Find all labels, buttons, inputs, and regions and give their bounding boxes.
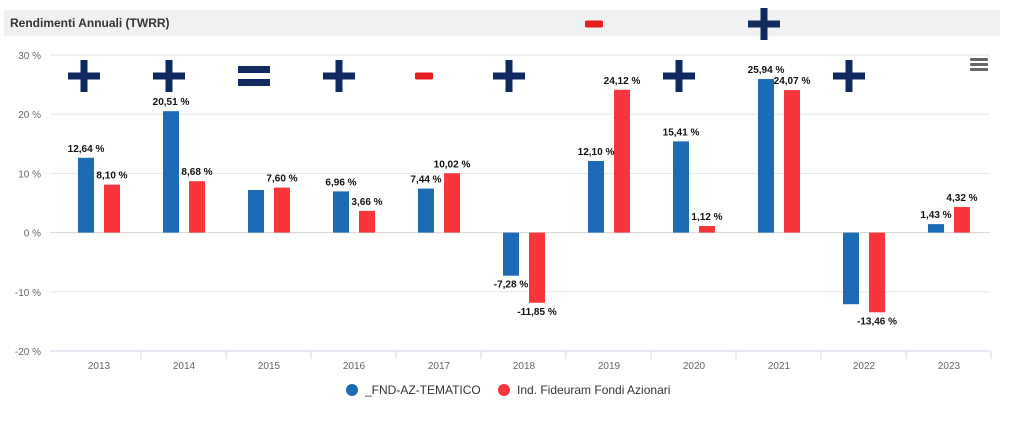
- minus-bar: [585, 20, 603, 28]
- bar[interactable]: [333, 191, 349, 233]
- plus-bar-v: [335, 60, 343, 92]
- data-label: 15,41 %: [663, 127, 700, 138]
- data-label: 7,60 %: [266, 174, 297, 185]
- bar[interactable]: [444, 173, 460, 233]
- bar[interactable]: [274, 187, 290, 233]
- legend-dot: [498, 384, 510, 396]
- x-tick-label: 2019: [598, 361, 621, 372]
- bar[interactable]: [843, 232, 859, 305]
- data-label: 1,12 %: [691, 212, 722, 223]
- y-tick-label: -20 %: [15, 347, 41, 358]
- plus-bar-v: [845, 60, 853, 92]
- bar[interactable]: [954, 207, 970, 233]
- data-label: 8,68 %: [181, 167, 212, 178]
- bar[interactable]: [784, 90, 800, 233]
- plus-symbol: [493, 60, 525, 92]
- y-tick-label: -10 %: [15, 288, 41, 299]
- data-label: -7,28 %: [494, 280, 529, 291]
- y-tick-label: 0 %: [24, 229, 41, 240]
- menu-line: [970, 68, 988, 71]
- minus-bar: [415, 72, 433, 80]
- x-tick-label: 2015: [258, 361, 281, 372]
- legend-item-series-1[interactable]: _FND-AZ-TEMATICO: [346, 383, 481, 397]
- legend-item-series-2[interactable]: Ind. Fideuram Fondi Azionari: [498, 383, 670, 397]
- x-tick-label: 2022: [853, 361, 876, 372]
- equals-symbol: [238, 66, 270, 86]
- y-tick-label: 20 %: [18, 110, 41, 121]
- x-tick-label: 2017: [428, 361, 451, 372]
- bar[interactable]: [529, 232, 545, 303]
- data-label: 10,02 %: [434, 159, 471, 170]
- y-tick-label: 30 %: [18, 51, 41, 62]
- data-label: 20,51 %: [153, 97, 190, 108]
- x-tick-label: 2021: [768, 361, 791, 372]
- data-label: 12,10 %: [578, 147, 615, 158]
- bars: [78, 79, 970, 313]
- plus-symbol: [833, 60, 865, 92]
- y-axis: 30 % 20 % 10 % 0 % -10 % -20 %: [15, 51, 41, 358]
- plus-symbol: [68, 60, 100, 92]
- x-tick-label: 2018: [513, 361, 536, 372]
- chart-title: Rendimenti Annuali (TWRR): [10, 16, 170, 30]
- data-label: 25,94 %: [748, 65, 785, 76]
- minus-symbol: [415, 72, 433, 80]
- data-label: -11,85 %: [517, 307, 557, 318]
- x-tick-label: 2023: [938, 361, 961, 372]
- bar[interactable]: [189, 181, 205, 233]
- plus-bar-v: [80, 60, 88, 92]
- plus-symbol: [663, 60, 695, 92]
- equals-bar: [238, 66, 270, 73]
- equals-bar: [238, 79, 270, 86]
- data-label: 24,12 %: [604, 76, 641, 87]
- bar[interactable]: [614, 89, 630, 233]
- bar[interactable]: [869, 232, 885, 313]
- plus-symbol: [748, 8, 780, 40]
- data-label: 8,10 %: [96, 171, 127, 182]
- plus-bar-v: [675, 60, 683, 92]
- x-tick-label: 2014: [173, 361, 196, 372]
- bar[interactable]: [503, 232, 519, 276]
- bar[interactable]: [588, 160, 604, 233]
- legend-dot: [346, 384, 358, 396]
- x-tick-label: 2016: [343, 361, 366, 372]
- data-label: 6,96 %: [325, 177, 356, 188]
- legend-label: Ind. Fideuram Fondi Azionari: [517, 383, 671, 397]
- annotation-symbols: [68, 8, 865, 92]
- plus-bar-v: [165, 60, 173, 92]
- menu-line: [970, 58, 988, 61]
- data-labels: 12,64 % 20,51 % 6,96 % 7,44 % -7,28 % 12,10 %…: [68, 65, 978, 327]
- data-label: -13,46 %: [857, 316, 897, 327]
- annual-returns-chart: 30 %20 %10 %0 %-10 %-20 % 2013 2014 2015 20…: [15, 8, 992, 372]
- hamburger-menu-icon[interactable]: [970, 58, 988, 72]
- bar[interactable]: [359, 210, 375, 233]
- bar[interactable]: [163, 111, 179, 233]
- bar[interactable]: [248, 189, 264, 233]
- plus-symbol: [153, 60, 185, 92]
- bar[interactable]: [418, 188, 434, 233]
- bar[interactable]: [699, 225, 715, 233]
- legend-label: _FND-AZ-TEMATICO: [365, 383, 481, 397]
- chart-legend: _FND-AZ-TEMATICO Ind. Fideuram Fondi Azi…: [0, 383, 1024, 403]
- bar[interactable]: [78, 157, 94, 233]
- chart-title-bar: Rendimenti Annuali (TWRR): [4, 10, 1000, 36]
- minus-symbol: [585, 20, 603, 28]
- data-label: 24,07 %: [774, 76, 811, 87]
- plus-symbol: [323, 60, 355, 92]
- x-tick-label: 2020: [683, 361, 706, 372]
- plus-bar-v: [760, 8, 768, 40]
- bar[interactable]: [928, 224, 944, 233]
- data-label: 1,43 %: [920, 210, 951, 221]
- bar[interactable]: [673, 141, 689, 233]
- data-label: 4,32 %: [946, 193, 977, 204]
- bar[interactable]: [104, 184, 120, 233]
- x-axis: 2013 2014 2015 2016 2017 2018 2019 2020 2021 2022…: [50, 350, 992, 372]
- menu-line: [970, 63, 988, 66]
- data-label: 12,64 %: [68, 144, 105, 155]
- y-tick-label: 10 %: [18, 169, 41, 180]
- data-label: 7,44 %: [410, 175, 441, 186]
- plus-bar-v: [505, 60, 513, 92]
- data-label: 3,66 %: [351, 197, 382, 208]
- bar[interactable]: [758, 79, 774, 233]
- x-tick-label: 2013: [88, 361, 111, 372]
